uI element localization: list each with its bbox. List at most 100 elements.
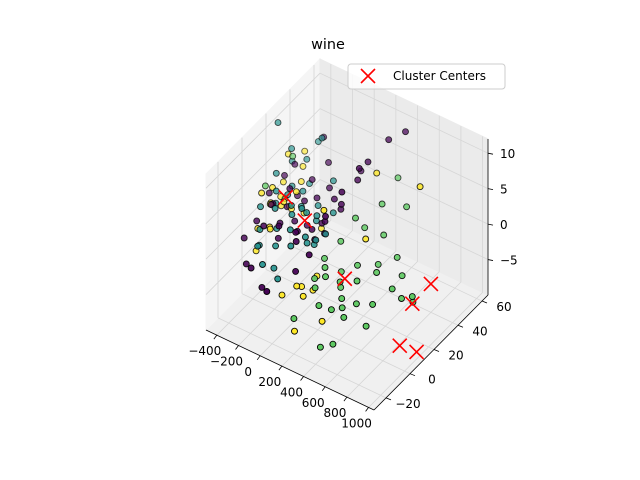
data-point-cluster-2 (315, 302, 323, 310)
tick-marks (213, 152, 494, 412)
data-point-cluster-0 (330, 195, 338, 203)
z-tick-label: 5 (500, 183, 508, 197)
data-point-cluster-2 (352, 214, 359, 222)
data-point-cluster-1 (329, 177, 337, 185)
y-tick-mark (481, 300, 488, 304)
x-tick-label: 1000 (341, 416, 372, 430)
data-point-cluster-0 (291, 160, 299, 168)
data-point-cluster-0 (291, 217, 299, 225)
data-point-cluster-0 (253, 217, 261, 225)
data-point-cluster-3 (297, 178, 305, 186)
cluster-center-marker (392, 338, 408, 354)
data-point-cluster-1 (288, 211, 296, 219)
x-tick-label: 600 (302, 396, 325, 410)
data-point-cluster-3 (291, 327, 298, 335)
data-point-cluster-1 (254, 242, 262, 250)
data-point-cluster-3 (318, 317, 326, 325)
center-stroke (409, 344, 425, 360)
center-stroke (423, 276, 439, 292)
data-point-cluster-2 (321, 264, 329, 271)
data-point-cluster-0 (292, 238, 300, 245)
grid-y-floor (241, 293, 411, 375)
tick-labels: −400−20002004006008001000−200204060−5051… (188, 147, 517, 430)
y-axis-line (373, 294, 489, 411)
data-point-cluster-1 (257, 203, 264, 211)
z-tick-mark (487, 152, 494, 155)
data-point-cluster-2 (378, 200, 386, 208)
data-point-cluster-0 (305, 251, 313, 259)
data-point-cluster-0 (308, 225, 316, 233)
data-point-cluster-2 (354, 261, 361, 269)
data-point-cluster-0 (275, 222, 283, 230)
x-tick-label: 800 (323, 406, 346, 420)
z-tick-label: −5 (500, 254, 518, 268)
grid-z-left (205, 72, 321, 189)
data-points (240, 119, 424, 351)
data-point-cluster-1 (274, 119, 282, 127)
data-point-cluster-1 (322, 230, 330, 238)
z-tick-mark (487, 188, 494, 191)
y-tick-label: −20 (395, 397, 420, 411)
data-point-cluster-1 (312, 236, 320, 244)
x-tick-mark (321, 386, 326, 392)
data-point-cluster-2 (261, 182, 269, 190)
data-point-cluster-1 (318, 134, 326, 142)
data-point-cluster-3 (292, 188, 300, 196)
grid-x-floor (303, 261, 418, 377)
data-point-cluster-3 (416, 183, 424, 191)
x-tick-mark (365, 407, 369, 412)
data-point-cluster-3 (320, 206, 328, 214)
data-point-cluster-2 (322, 273, 329, 281)
data-point-cluster-1 (301, 233, 309, 241)
cluster-center-marker (337, 271, 353, 287)
grid-z-left (205, 179, 321, 295)
data-point-cluster-2 (352, 300, 360, 308)
data-point-cluster-0 (263, 288, 271, 295)
legend: Cluster Centers (347, 63, 506, 90)
grid-lines (205, 64, 489, 408)
chart-title: wine (311, 37, 345, 53)
data-point-cluster-2 (403, 203, 411, 211)
data-point-cluster-0 (258, 283, 266, 291)
data-point-cluster-2 (361, 224, 369, 232)
center-stroke (392, 338, 408, 354)
data-point-cluster-0 (326, 184, 333, 192)
data-point-cluster-0 (292, 267, 300, 275)
data-point-cluster-2 (336, 278, 344, 286)
axis-lines (205, 139, 489, 411)
grid-z-back (319, 143, 489, 225)
data-point-cluster-0 (265, 189, 273, 197)
data-point-cluster-0 (364, 158, 372, 166)
x-tick-mark (213, 334, 218, 340)
cluster-center-marker (404, 296, 420, 312)
data-point-cluster-0 (354, 176, 362, 184)
data-point-cluster-2 (316, 343, 324, 351)
data-point-cluster-1 (259, 261, 266, 268)
data-point-cluster-2 (393, 253, 401, 261)
data-point-cluster-0 (402, 128, 409, 136)
z-tick-mark (487, 259, 494, 261)
data-point-cluster-3 (278, 291, 286, 299)
data-point-cluster-2 (321, 254, 328, 262)
grid-x-floor (259, 240, 375, 357)
x-tick-label: 400 (280, 385, 303, 399)
data-point-cluster-1 (274, 275, 282, 283)
data-point-cluster-0 (274, 234, 282, 242)
x-tick-mark (235, 345, 239, 350)
data-point-cluster-2 (394, 174, 402, 182)
y-tick-mark (433, 349, 440, 352)
data-point-cluster-3 (279, 178, 287, 186)
center-stroke (337, 271, 353, 287)
cluster-center-marker (423, 276, 439, 292)
y-tick-label: 60 (496, 300, 511, 314)
y-tick-label: 40 (472, 324, 487, 338)
data-point-cluster-0 (325, 159, 332, 166)
data-point-cluster-0 (247, 264, 255, 272)
data-point-cluster-0 (292, 228, 300, 236)
data-point-cluster-2 (311, 275, 319, 283)
data-point-cluster-2 (398, 295, 405, 302)
data-point-cluster-0 (240, 234, 248, 242)
cluster-center-marker (297, 213, 313, 229)
grid-z-left (205, 108, 321, 224)
